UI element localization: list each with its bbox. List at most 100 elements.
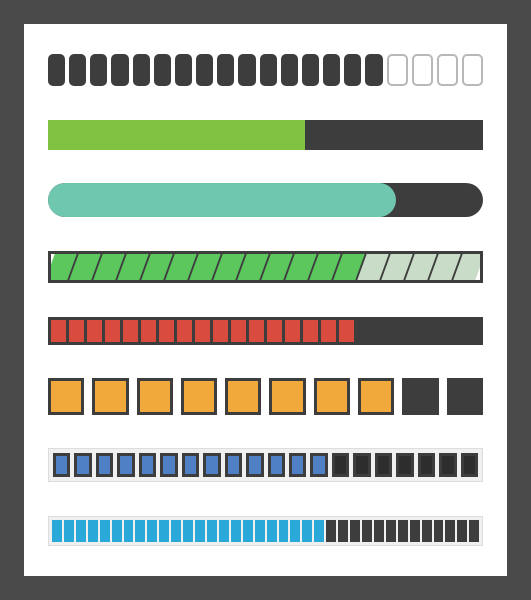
segment [321, 320, 336, 342]
segment [469, 520, 479, 542]
segment [396, 453, 413, 477]
segment [445, 520, 455, 542]
segment [323, 54, 340, 86]
square [314, 378, 350, 414]
progress-bars-panel [24, 24, 507, 576]
segment [290, 520, 300, 542]
segment [326, 520, 336, 542]
segment [398, 520, 408, 542]
segment [177, 320, 192, 342]
segment [231, 520, 241, 542]
square [181, 378, 217, 414]
segment [447, 320, 462, 342]
segment [412, 54, 433, 86]
segment [217, 54, 234, 86]
segment [243, 520, 253, 542]
segment [147, 520, 157, 542]
segment [246, 453, 263, 477]
square [447, 378, 483, 414]
segment [69, 54, 86, 86]
segment [52, 520, 62, 542]
segment [375, 453, 392, 477]
segment [339, 320, 354, 342]
segment [51, 320, 66, 342]
segment [462, 54, 483, 86]
segment [123, 320, 138, 342]
segment [338, 520, 348, 542]
progress-bar-5 [48, 317, 483, 345]
square [137, 378, 173, 414]
segment [96, 453, 113, 477]
segment [279, 520, 289, 542]
segment [175, 54, 192, 86]
segment [260, 54, 277, 86]
segment [411, 320, 426, 342]
segment [353, 453, 370, 477]
segment [225, 453, 242, 477]
segment [159, 320, 174, 342]
segment [76, 520, 86, 542]
segment [267, 320, 282, 342]
segment [135, 520, 145, 542]
segment [302, 520, 312, 542]
segment [267, 520, 277, 542]
segment [141, 320, 156, 342]
progress-bar-3-fill [48, 183, 396, 217]
segment [314, 520, 324, 542]
segment [207, 520, 217, 542]
segment [231, 320, 246, 342]
square [48, 378, 84, 414]
segment [159, 520, 169, 542]
progress-bar-8 [48, 516, 483, 546]
segment [69, 320, 84, 342]
segment [387, 54, 408, 86]
segment [160, 453, 177, 477]
segment [374, 520, 384, 542]
segment [439, 453, 456, 477]
segment [289, 453, 306, 477]
segment [195, 320, 210, 342]
progress-bar-2 [48, 120, 483, 150]
segment [362, 520, 372, 542]
segment [139, 453, 156, 477]
segment [268, 453, 285, 477]
segment [429, 320, 444, 342]
progress-bar-3 [48, 183, 483, 217]
segment [437, 54, 458, 86]
segment [465, 320, 480, 342]
square [225, 378, 261, 414]
segment [310, 453, 327, 477]
segment [124, 520, 134, 542]
segment [64, 520, 74, 542]
segment [87, 320, 102, 342]
segment [410, 520, 420, 542]
segment [418, 453, 435, 477]
square [402, 378, 438, 414]
segment [422, 520, 432, 542]
segment [112, 520, 122, 542]
segment [213, 320, 228, 342]
segment [255, 520, 265, 542]
segment [182, 453, 199, 477]
progress-bar-1 [48, 54, 483, 86]
segment [90, 54, 107, 86]
segment [303, 320, 318, 342]
segment [48, 54, 65, 86]
segment [461, 453, 478, 477]
segment [285, 320, 300, 342]
segment [74, 453, 91, 477]
segment [111, 54, 128, 86]
progress-bar-2-fill [48, 120, 305, 150]
progress-bar-4 [48, 251, 483, 283]
segment [105, 320, 120, 342]
segment [238, 54, 255, 86]
segment [117, 453, 134, 477]
segment [196, 54, 213, 86]
segment [302, 54, 319, 86]
progress-bar-6 [48, 378, 483, 414]
segment [281, 54, 298, 86]
segment [183, 520, 193, 542]
segment [154, 54, 171, 86]
progress-bar-7 [48, 448, 483, 482]
segment [100, 520, 110, 542]
